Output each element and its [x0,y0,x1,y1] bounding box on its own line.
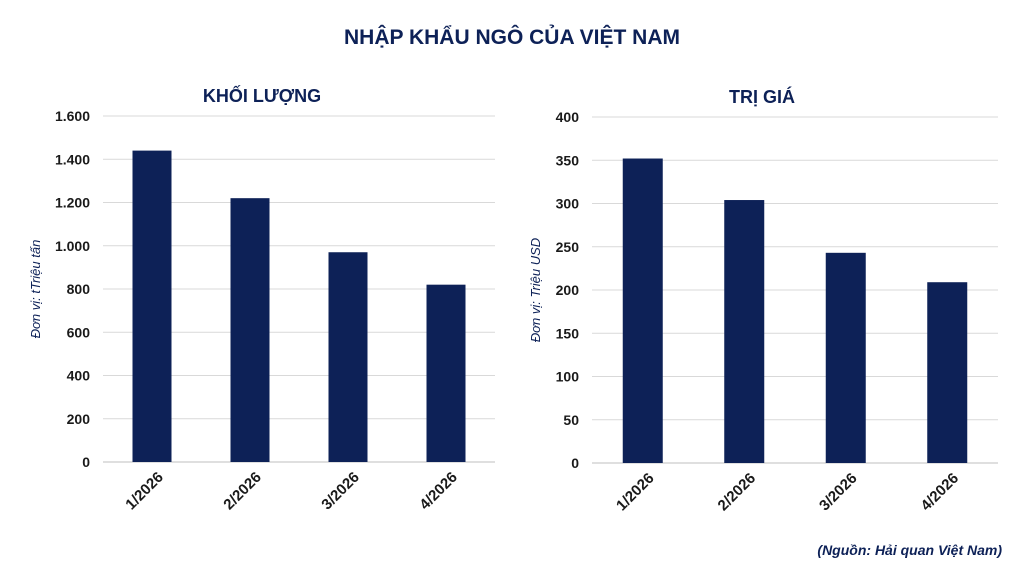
chart-1-ytick-label: 1.000 [55,238,90,254]
chart-2-bar-4 [927,282,968,463]
chart-2-ytick-label: 400 [556,109,580,125]
chart-1-bar-1 [132,150,172,462]
chart-1-ylabel: Đơn vị: tTriệu tấn [28,240,43,339]
chart-1-ytick-label: 200 [67,411,91,427]
chart-2-xtick-label: 3/2026 [816,470,860,514]
chart-1-title: KHỐI LƯỢNG [203,85,321,106]
source-note: (Nguồn: Hải quan Việt Nam) [817,542,1002,558]
chart-2-ytick-label: 350 [556,152,580,168]
chart-1-xtick-label: 3/2026 [318,469,362,513]
chart-1-ytick-label: 400 [67,368,91,384]
chart-2-ytick-label: 200 [556,282,580,298]
chart-1-ytick-label: 1.400 [55,151,90,167]
chart-1-xtick-label: 1/2026 [122,469,166,513]
chart-1-bar-3 [328,252,368,462]
chart-2-bar-3 [825,252,866,463]
chart-1-bar-4 [426,284,466,462]
chart-1-ytick-label: 1.200 [55,195,90,211]
chart-1-xtick-label: 4/2026 [416,469,460,513]
chart-2-ytick-label: 300 [556,196,580,212]
chart-1-bar-2 [230,198,270,463]
chart-1-ytick-label: 600 [67,324,91,340]
chart-2-ytick-label: 0 [571,455,579,471]
chart-2-ytick-label: 100 [556,369,580,385]
chart-1-ytick-label: 0 [82,454,90,470]
chart-2-xtick-label: 2/2026 [715,470,759,514]
chart-2-ytick-label: 50 [563,412,579,428]
chart-2-bar-2 [724,200,765,464]
chart-1-xtick-label: 2/2026 [220,469,264,513]
chart-2-title: TRỊ GIÁ [729,86,795,107]
chart-2-ytick-label: 250 [556,239,580,255]
chart-2-xtick-label: 4/2026 [918,470,962,514]
page-title: NHẬP KHẨU NGÔ CỦA VIỆT NAM [343,26,680,49]
chart-2-ytick-label: 150 [556,325,580,341]
chart-2-xtick-label: 1/2026 [613,470,657,514]
chart-2-bar-1 [622,158,663,463]
chart-2-ylabel: Đơn vị: Triệu USD [528,238,543,342]
chart-1-ytick-label: 1.600 [55,108,90,124]
chart-1-ytick-label: 800 [67,281,91,297]
